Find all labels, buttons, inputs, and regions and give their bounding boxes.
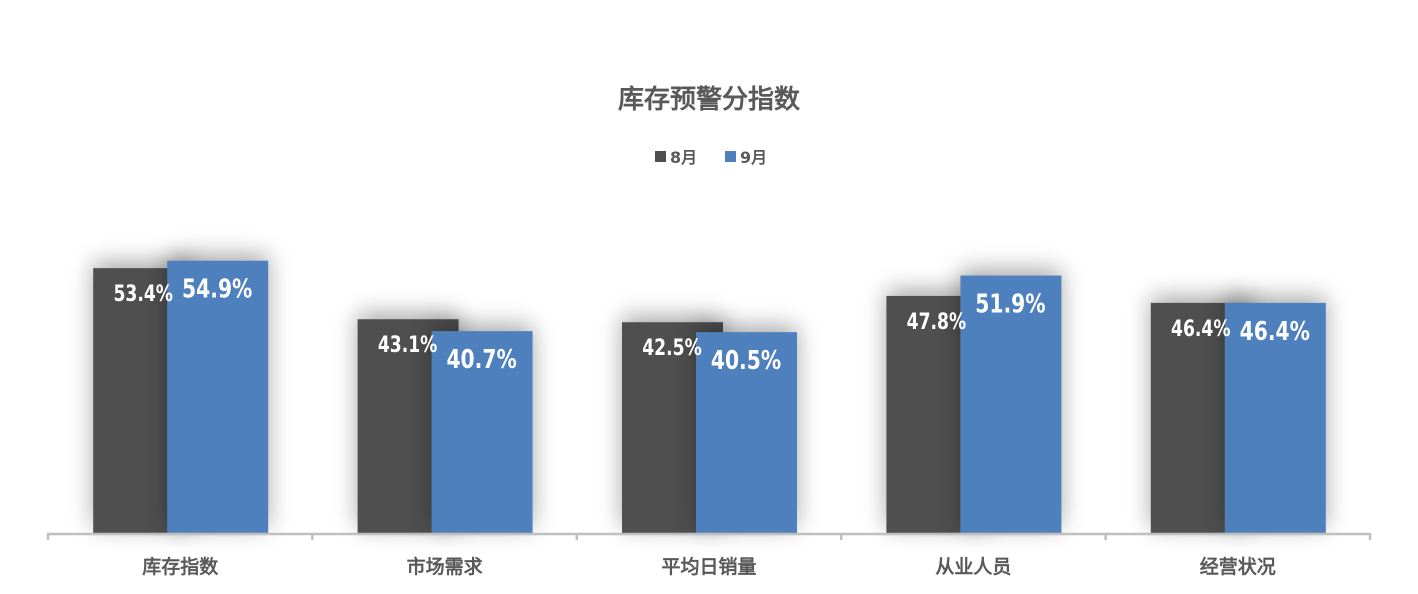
legend-swatch-8月 [655, 151, 666, 162]
legend-swatch-9月 [725, 151, 736, 162]
category-label: 经营状况 [1200, 555, 1276, 578]
bar-9月-市场需求 [431, 331, 533, 533]
category-label: 平均日销量 [661, 555, 756, 578]
data-label-8月-平均日销量: 42.5% [642, 335, 702, 361]
data-label-9月-经营状况: 46.4% [1240, 316, 1310, 346]
category-label: 市场需求 [407, 555, 484, 578]
legend: 8月 9月 [655, 148, 767, 167]
data-label-9月-平均日销量: 40.5% [711, 346, 781, 376]
category-label: 库存指数 [142, 555, 219, 578]
bar-9月-从业人员 [960, 275, 1062, 533]
data-label-9月-库存指数: 54.9% [182, 274, 252, 304]
legend-label-9月: 9月 [740, 148, 767, 167]
bar-9月-库存指数 [167, 260, 269, 533]
data-label-8月-库存指数: 53.4% [113, 281, 173, 307]
bar-9月-经营状况 [1224, 302, 1326, 533]
category-label: 从业人员 [935, 556, 1011, 578]
data-label-8月-经营状况: 46.4% [1171, 316, 1231, 342]
bar-9月-平均日销量 [696, 332, 797, 533]
data-label-8月-市场需求: 43.1% [378, 332, 438, 358]
data-label-9月-从业人员: 51.9% [975, 289, 1045, 319]
legend-label-8月: 8月 [670, 148, 697, 167]
chart-title: 库存预警分指数 [618, 84, 801, 115]
data-label-9月-市场需求: 40.7% [446, 345, 516, 375]
data-label-8月-从业人员: 47.8% [907, 309, 967, 335]
